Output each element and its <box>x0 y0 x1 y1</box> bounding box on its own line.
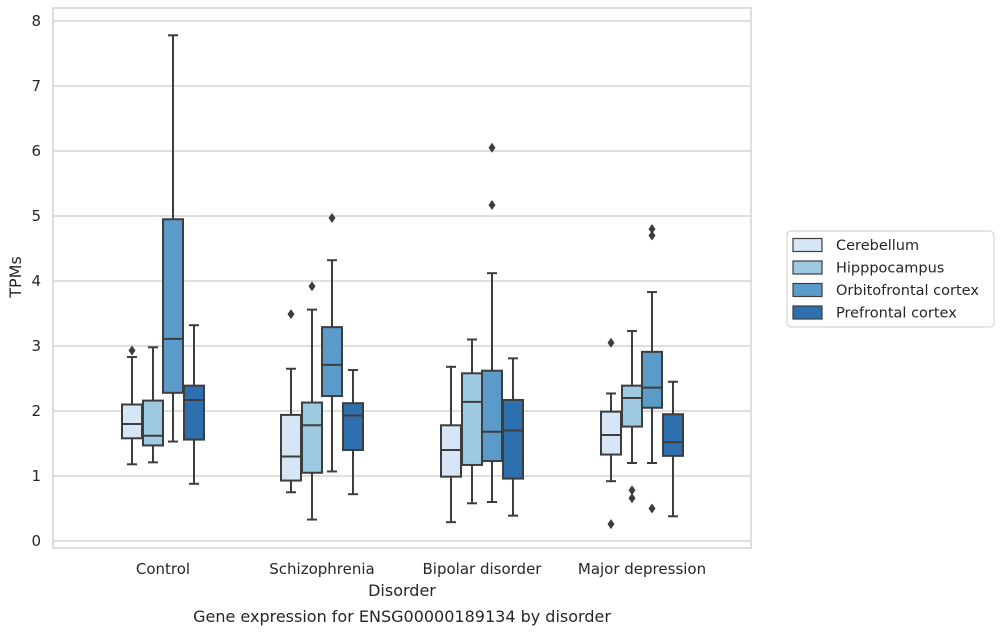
box-hipppocampus-schizophrenia <box>301 281 323 521</box>
iqr-box-hipppocampus-bipolar-disorder <box>461 372 483 466</box>
iqr-box-orbitofrontal-cortex-bipolar-disorder <box>481 369 503 463</box>
box-cerebellum-bipolar-disorder <box>440 365 462 524</box>
legend-label-cerebellum: Cerebellum <box>836 238 919 254</box>
iqr-box-prefrontal-cortex-bipolar-disorder <box>502 398 524 480</box>
x-tick-label-schizophrenia: Schizophrenia <box>269 560 374 578</box>
box-orbitofrontal-cortex-schizophrenia <box>321 212 343 473</box>
iqr-box-prefrontal-cortex-major-depression <box>662 413 684 457</box>
legend-frame <box>786 230 995 328</box>
legend-label-orbitofrontal-cortex: Orbitofrontal cortex <box>836 283 979 299</box>
legend-swatch-prefrontal-cortex <box>792 305 823 320</box>
legend-label-prefrontal-cortex: Prefrontal cortex <box>836 306 957 322</box>
iqr-box-hipppocampus-major-depression <box>621 384 643 428</box>
outlier-hipppocampus-major-depression-1 <box>628 493 636 504</box>
figure-caption: Gene expression for ENSG00000189134 by d… <box>193 607 611 626</box>
iqr-box-cerebellum-control <box>121 403 143 440</box>
outlier-orbitofrontal-cortex-major-depression-1 <box>648 230 656 241</box>
y-tick-label-5: 5 <box>31 207 41 225</box>
outlier-cerebellum-major-depression-1 <box>607 519 615 530</box>
box-cerebellum-schizophrenia <box>280 309 302 494</box>
outlier-orbitofrontal-cortex-schizophrenia-0 <box>328 212 336 223</box>
legend-swatch-orbitofrontal-cortex <box>792 282 823 298</box>
plot-frame <box>52 7 752 549</box>
iqr-box-cerebellum-major-depression <box>600 410 622 456</box>
outlier-orbitofrontal-cortex-major-depression-2 <box>648 503 656 514</box>
box-prefrontal-cortex-bipolar-disorder <box>502 357 524 517</box>
box-prefrontal-cortex-control <box>183 324 205 485</box>
box-prefrontal-cortex-major-depression <box>662 380 684 518</box>
y-tick-labels: 0 1 2 3 4 5 6 7 8 <box>31 12 41 550</box>
outlier-hipppocampus-schizophrenia-0 <box>308 281 316 292</box>
outlier-cerebellum-schizophrenia-0 <box>287 309 295 320</box>
legend: Cerebellum Hipppocampus Orbitofrontal cort… <box>786 230 995 328</box>
box-hipppocampus-control <box>142 346 164 464</box>
iqr-box-prefrontal-cortex-control <box>183 384 205 441</box>
legend-label-hipppocampus: Hipppocampus <box>836 261 944 277</box>
x-tick-label-control: Control <box>136 560 190 578</box>
box-prefrontal-cortex-schizophrenia <box>342 369 364 496</box>
box-orbitofrontal-cortex-control <box>162 34 184 443</box>
iqr-box-cerebellum-schizophrenia <box>280 413 302 482</box>
outlier-hipppocampus-major-depression-0 <box>628 485 636 496</box>
iqr-box-hipppocampus-schizophrenia <box>301 401 323 474</box>
outlier-orbitofrontal-cortex-major-depression-0 <box>648 224 656 234</box>
box-cerebellum-control <box>121 345 143 466</box>
y-tick-label-4: 4 <box>31 272 41 290</box>
iqr-box-hipppocampus-control <box>142 399 164 447</box>
y-tick-label-3: 3 <box>31 337 41 355</box>
outlier-orbitofrontal-cortex-bipolar-disorder-0 <box>488 142 496 153</box>
outlier-orbitofrontal-cortex-bipolar-disorder-1 <box>488 199 496 210</box>
y-tick-label-0: 0 <box>31 532 41 550</box>
y-tick-label-8: 8 <box>31 12 41 30</box>
y-tick-label-1: 1 <box>31 467 41 485</box>
y-tick-label-2: 2 <box>31 402 41 420</box>
legend-swatch-hipppocampus <box>792 260 823 275</box>
iqr-box-orbitofrontal-cortex-control <box>162 218 184 394</box>
box-hipppocampus-bipolar-disorder <box>461 338 483 505</box>
iqr-box-orbitofrontal-cortex-major-depression <box>641 350 663 409</box>
x-axis-title: Disorder <box>368 581 436 600</box>
box-orbitofrontal-cortex-bipolar-disorder <box>481 142 503 503</box>
box-layer <box>121 34 684 530</box>
box-cerebellum-major-depression <box>600 337 622 530</box>
y-tick-label-6: 6 <box>31 142 41 160</box>
y-axis-title: TPMs <box>6 256 25 299</box>
iqr-box-orbitofrontal-cortex-schizophrenia <box>321 326 343 398</box>
box-hipppocampus-major-depression <box>621 330 643 504</box>
outlier-cerebellum-major-depression-0 <box>607 337 615 348</box>
y-tick-label-7: 7 <box>31 77 41 95</box>
x-tick-labels: Control Schizophrenia Bipolar disorder Majo… <box>136 560 706 578</box>
outlier-cerebellum-control-0 <box>128 345 136 356</box>
iqr-box-prefrontal-cortex-schizophrenia <box>342 402 364 452</box>
box-orbitofrontal-cortex-major-depression <box>641 224 663 514</box>
x-tick-label-major-depression: Major depression <box>578 560 706 578</box>
legend-swatch-cerebellum <box>792 237 823 253</box>
x-tick-label-bipolar-disorder: Bipolar disorder <box>423 560 543 578</box>
